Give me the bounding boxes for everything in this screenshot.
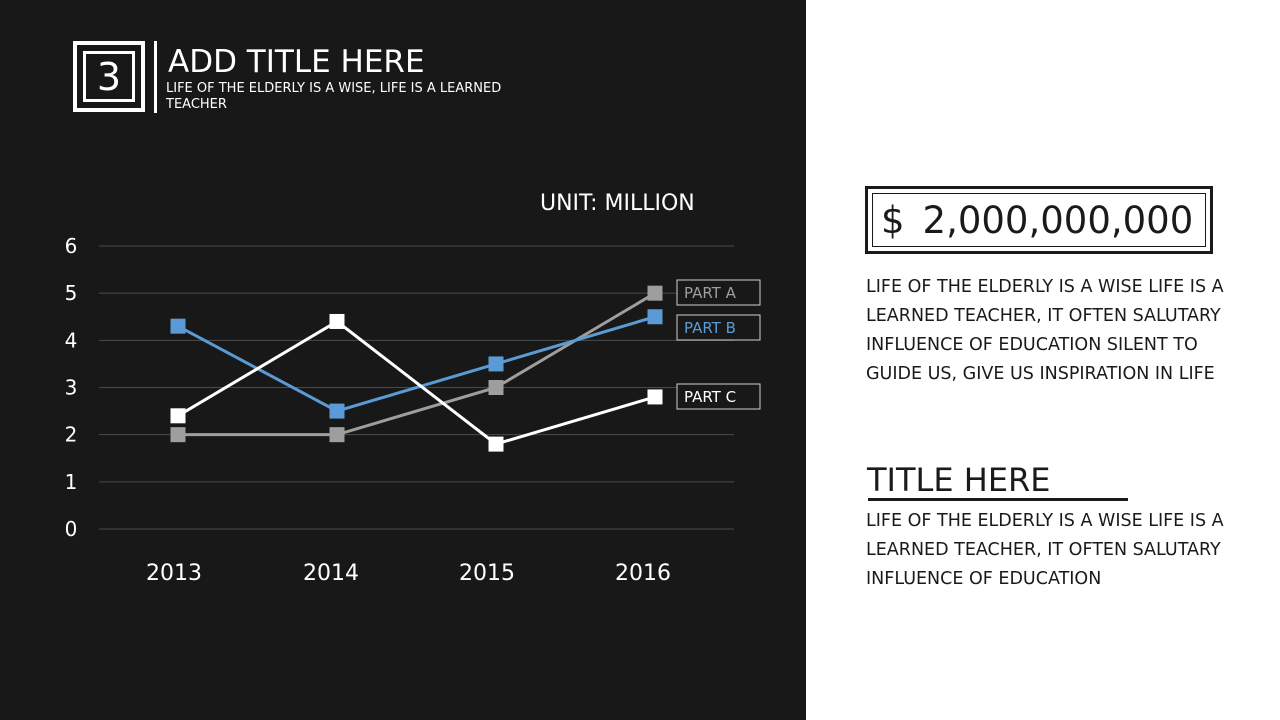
legend-label-part-a: PART A bbox=[684, 284, 737, 302]
amount-display: $ 2,000,000,000 bbox=[872, 193, 1206, 247]
data-point-part-b bbox=[329, 403, 345, 419]
chart-panel: 3 ADD TITLE HERE LIFE OF THE ELDERLY IS … bbox=[0, 0, 806, 720]
data-point-part-b bbox=[647, 309, 663, 325]
section-title: TITLE HERE bbox=[867, 461, 1051, 499]
section-text: LIFE OF THE ELDERLY IS A WISE LIFE IS A … bbox=[866, 511, 1224, 589]
series-line-part-b bbox=[177, 315, 656, 413]
slide-title: ADD TITLE HERE bbox=[168, 44, 425, 80]
data-point-part-c bbox=[647, 389, 663, 405]
y-tick-label: 0 bbox=[65, 517, 78, 541]
y-tick-label: 1 bbox=[65, 470, 78, 494]
data-point-part-a bbox=[488, 380, 504, 395]
x-tick-label: 2014 bbox=[303, 561, 359, 586]
section-title-underline bbox=[868, 498, 1128, 501]
description-text: LIFE OF THE ELDERLY IS A WISE LIFE IS A … bbox=[866, 277, 1224, 384]
title-divider bbox=[154, 41, 157, 113]
legend-label-part-c: PART C bbox=[684, 388, 736, 406]
data-point-part-a bbox=[170, 427, 186, 443]
chart-unit-label: UNIT: MILLION bbox=[540, 191, 695, 216]
data-point-part-c bbox=[488, 436, 504, 452]
data-point-part-c bbox=[329, 313, 345, 329]
currency-symbol: $ bbox=[881, 198, 905, 242]
legend-box-part-a bbox=[676, 279, 761, 306]
legend-box-part-b bbox=[676, 314, 761, 341]
y-tick-label: 2 bbox=[65, 423, 78, 447]
amount-box: $ 2,000,000,000 bbox=[865, 186, 1213, 254]
legend-box-part-c bbox=[676, 383, 761, 410]
y-tick-label: 3 bbox=[65, 376, 78, 400]
series-line-part-c bbox=[177, 319, 656, 446]
x-tick-label: 2013 bbox=[146, 561, 202, 586]
data-point-part-c bbox=[170, 408, 186, 424]
y-tick-label: 6 bbox=[65, 234, 78, 258]
amount-value: 2,000,000,000 bbox=[922, 198, 1194, 242]
slide-number: 3 bbox=[83, 51, 135, 102]
data-point-part-a bbox=[647, 285, 663, 301]
legend-label-part-b: PART B bbox=[684, 319, 736, 337]
line-chart: 0 1 2 3 4 5 6 2013 2014 2015 2016 PART A PART B PART … bbox=[65, 234, 761, 586]
slide-number-box: 3 bbox=[73, 41, 145, 112]
slide-subtitle: LIFE OF THE ELDERLY IS A WISE, LIFE IS A… bbox=[166, 81, 502, 112]
data-point-part-a bbox=[329, 427, 345, 443]
x-tick-label: 2016 bbox=[615, 561, 671, 586]
y-tick-label: 5 bbox=[65, 281, 78, 305]
data-point-part-b bbox=[170, 318, 186, 334]
x-tick-label: 2015 bbox=[459, 561, 515, 586]
y-tick-label: 4 bbox=[65, 328, 78, 352]
data-point-part-b bbox=[488, 356, 504, 372]
